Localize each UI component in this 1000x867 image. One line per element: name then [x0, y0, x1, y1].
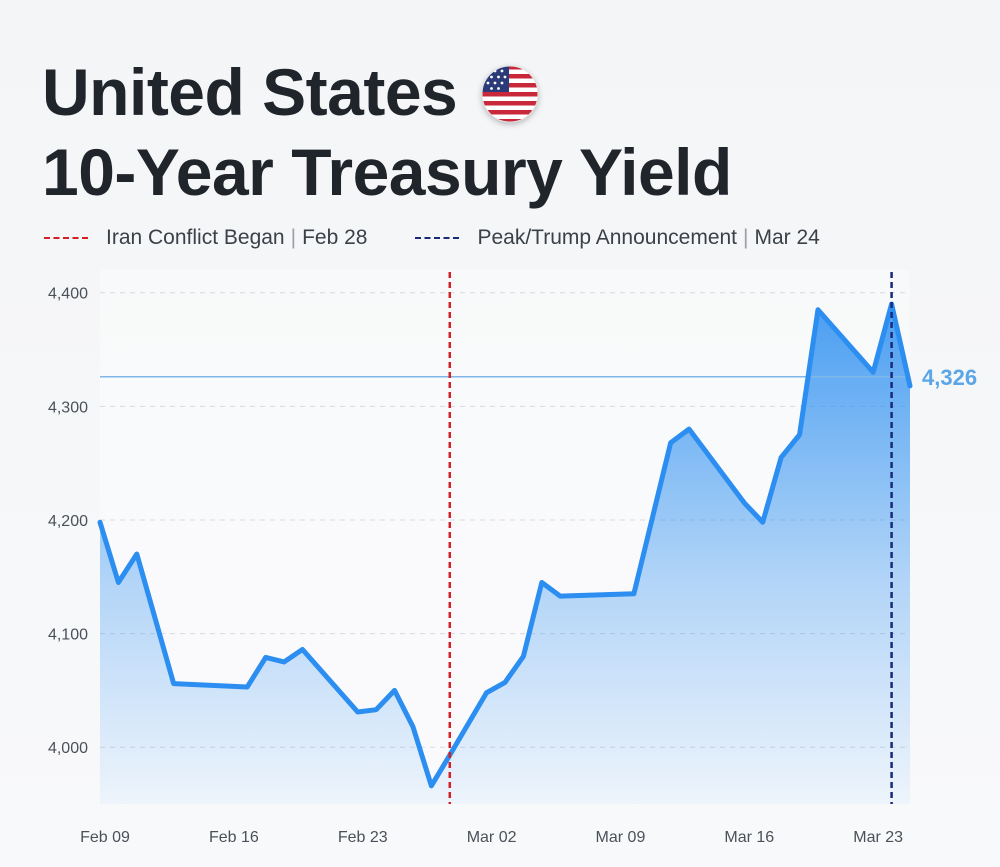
navy-dashed-line-icon	[415, 237, 460, 239]
current-value-label: 4,326	[922, 365, 977, 390]
y-tick-label: 4,100	[48, 627, 88, 644]
chart-title: United States 10-Year	[42, 52, 732, 212]
series-area	[100, 304, 910, 804]
title-line-1: United States	[42, 52, 732, 132]
y-tick-label: 4,200	[48, 513, 88, 530]
y-tick-label: 4,300	[48, 399, 88, 416]
x-tick-label: Mar 16	[724, 829, 774, 846]
legend-item-peak: Peak/Trump Announcement | Mar 24	[415, 226, 820, 250]
x-tick-label: Feb 16	[209, 829, 259, 846]
legend-label: Peak/Trump Announcement	[477, 226, 738, 249]
legend-label: Iran Conflict Began	[106, 226, 285, 249]
y-tick-label: 4,400	[48, 286, 88, 303]
legend-item-iran-conflict: Iran Conflict Began | Feb 28	[44, 226, 367, 250]
y-tick-label: 4,000	[48, 740, 88, 757]
chart-legend: Iran Conflict Began | Feb 28 Peak/Trump …	[44, 226, 868, 250]
x-tick-label: Mar 02	[467, 829, 517, 846]
us-flag-icon	[481, 65, 539, 123]
series-line	[97, 301, 913, 789]
x-tick-label: Mar 09	[596, 829, 646, 846]
x-tick-label: Mar 23	[853, 829, 903, 846]
legend-date: Mar 24	[754, 226, 820, 249]
x-tick-label: Feb 09	[80, 829, 130, 846]
red-dashed-line-icon	[44, 237, 88, 239]
legend-date: Feb 28	[302, 226, 368, 249]
title-line-2: 10-Year Treasury Yield	[42, 135, 732, 209]
legend-separator: |	[743, 226, 749, 249]
x-tick-label: Feb 23	[338, 829, 388, 846]
legend-separator: |	[290, 226, 297, 249]
